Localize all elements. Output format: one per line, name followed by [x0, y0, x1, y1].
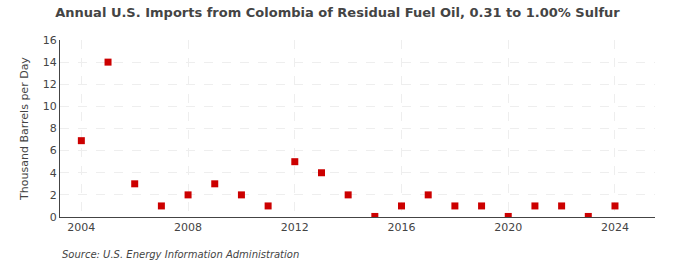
svg-text:2: 2 — [50, 189, 57, 202]
svg-text:2012: 2012 — [281, 221, 309, 234]
svg-text:2008: 2008 — [174, 221, 202, 234]
svg-text:10: 10 — [43, 100, 57, 113]
svg-text:4: 4 — [50, 167, 57, 180]
svg-text:Thousand Barrels per Day: Thousand Barrels per Day — [18, 57, 31, 201]
svg-text:8: 8 — [50, 122, 57, 135]
svg-text:16: 16 — [43, 34, 57, 47]
svg-text:2024: 2024 — [601, 221, 629, 234]
svg-text:0: 0 — [50, 211, 57, 224]
svg-text:12: 12 — [43, 78, 57, 91]
svg-text:2016: 2016 — [388, 221, 416, 234]
svg-text:2020: 2020 — [494, 221, 522, 234]
svg-text:14: 14 — [43, 56, 57, 69]
svg-text:6: 6 — [50, 144, 57, 157]
svg-text:2004: 2004 — [67, 221, 95, 234]
svg-text:Source: U.S. Energy Informatio: Source: U.S. Energy Information Administ… — [62, 249, 299, 260]
svg-text:Annual U.S. Imports from Colom: Annual U.S. Imports from Colombia of Res… — [55, 5, 620, 20]
